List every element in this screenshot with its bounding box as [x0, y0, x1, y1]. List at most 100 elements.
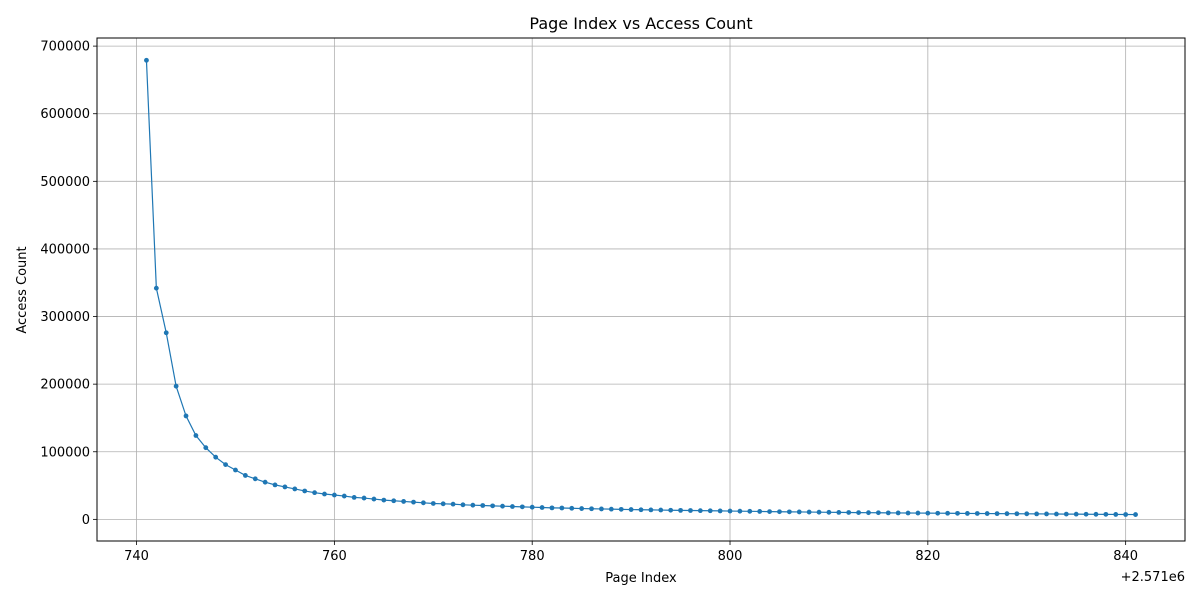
data-point [925, 510, 931, 516]
y-tick-label: 200000 [40, 378, 90, 393]
data-point [450, 501, 456, 507]
data-point [727, 508, 733, 514]
data-point [846, 510, 852, 515]
x-tick-label: 780 [520, 549, 545, 564]
data-point [589, 506, 594, 512]
y-tick-label: 500000 [40, 175, 90, 190]
y-axis-label: Access Count [15, 246, 30, 333]
data-point [233, 467, 238, 473]
data-point [688, 508, 693, 513]
data-point [974, 511, 980, 516]
data-point [510, 504, 515, 509]
data-point [480, 503, 486, 508]
data-point [292, 486, 298, 492]
data-point [371, 496, 377, 502]
data-point [559, 505, 565, 511]
data-point [341, 493, 347, 499]
data-point [777, 509, 782, 515]
data-point [1093, 511, 1099, 517]
data-point [984, 511, 990, 516]
data-point [905, 510, 911, 516]
data-point [648, 507, 654, 513]
data-point [272, 482, 278, 488]
data-point [1113, 512, 1119, 517]
data-point [381, 497, 387, 503]
data-point [1004, 511, 1010, 517]
data-point [1123, 512, 1129, 517]
data-point [678, 507, 683, 513]
data-point [895, 510, 901, 516]
y-tick-label: 700000 [40, 40, 90, 55]
y-tick-label: 400000 [40, 242, 90, 257]
data-point [430, 501, 436, 506]
data-point [193, 433, 199, 438]
data-point [697, 508, 703, 514]
y-tick-label: 300000 [40, 310, 90, 325]
data-point [786, 509, 792, 515]
data-point [223, 462, 228, 468]
data-point [312, 490, 317, 496]
x-tick-label: 760 [322, 549, 347, 564]
data-point [816, 509, 822, 515]
data-point [470, 502, 476, 508]
y-tick-label: 0 [82, 513, 90, 528]
data-point [1014, 511, 1020, 517]
data-point [569, 505, 575, 511]
data-point [242, 473, 248, 478]
data-point [549, 505, 555, 511]
plot-area-frame [96, 37, 1186, 542]
data-point [519, 504, 525, 510]
data-point [401, 499, 407, 504]
data-point [421, 500, 426, 506]
data-point [668, 507, 674, 513]
data-point [965, 511, 970, 516]
data-point [658, 507, 664, 513]
data-point [767, 509, 772, 514]
data-point [529, 504, 535, 510]
data-point [1083, 511, 1089, 517]
data-point [173, 383, 179, 389]
data-point [282, 484, 288, 490]
data-point [1063, 511, 1069, 517]
x-axis-label: Page Index [605, 571, 677, 586]
data-point [500, 503, 505, 509]
data-point [945, 510, 951, 516]
data-point [213, 454, 219, 460]
data-point [875, 510, 881, 516]
data-point [351, 494, 357, 500]
data-point [796, 509, 802, 515]
data-point [628, 507, 634, 512]
data-point [539, 505, 545, 510]
data-point [599, 506, 604, 512]
data-point [144, 57, 149, 63]
data-point [183, 413, 189, 419]
data-point [490, 503, 496, 509]
x-tick-label: 840 [1113, 549, 1138, 564]
axis-ticks: 740 760 780 800 820 840 0 100000 200000 300000 400… [40, 40, 1138, 564]
data-point [1103, 511, 1109, 517]
data-point [262, 479, 268, 485]
data-point [856, 510, 861, 516]
data-point [737, 508, 743, 514]
data-point [1073, 511, 1079, 517]
y-tick-label: 600000 [40, 107, 90, 122]
y-tick-label: 100000 [40, 445, 90, 460]
chart-title: Page Index vs Access Count [529, 14, 752, 33]
data-point [618, 506, 624, 512]
data-point [322, 491, 327, 497]
data-point [826, 509, 832, 515]
data-point [747, 508, 753, 514]
data-point [707, 508, 713, 514]
data-point [440, 501, 446, 507]
data-point [1024, 511, 1030, 517]
data-point [302, 488, 308, 494]
data-point [866, 510, 871, 516]
grid [97, 38, 1185, 541]
x-tick-label: 820 [915, 549, 940, 564]
data-point [608, 506, 614, 512]
data-point [1054, 511, 1059, 517]
data-point [1133, 512, 1138, 517]
